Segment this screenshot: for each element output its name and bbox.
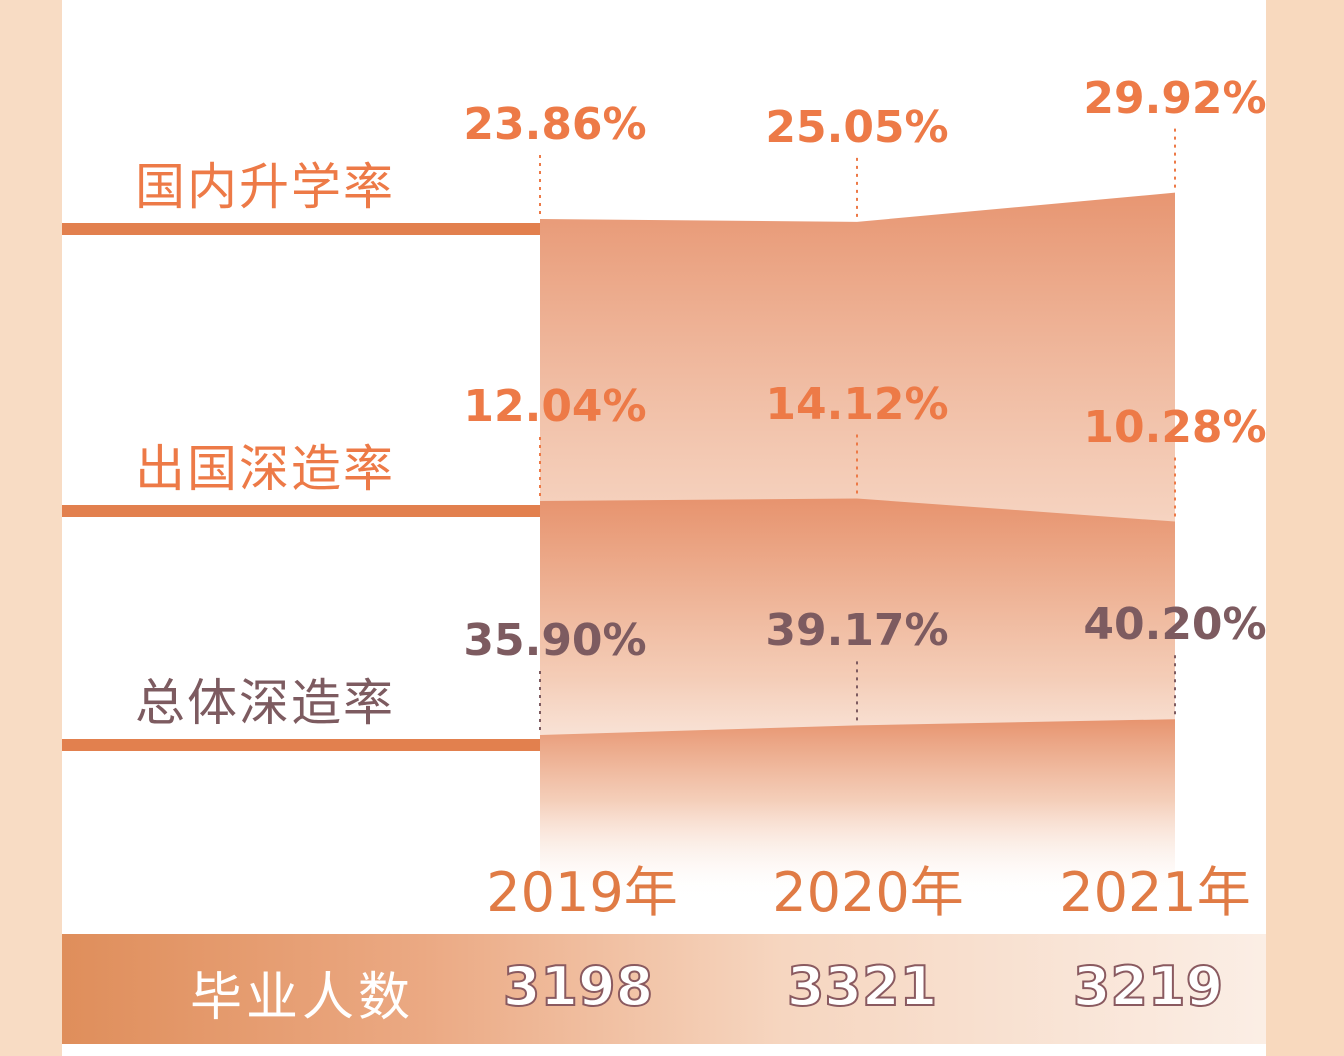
year-label-2: 2020年 <box>772 861 964 924</box>
series-label-2: 出国深造率 <box>135 440 395 498</box>
graduates-2019: 3198 <box>502 954 654 1019</box>
value-label-2-2: 14.12% <box>765 378 949 430</box>
right-margin <box>1266 0 1344 1056</box>
graduates-2021: 3219 <box>1072 954 1224 1019</box>
value-label-1-2: 25.05% <box>765 101 949 153</box>
graduates-label: 毕业人数 <box>190 968 415 1028</box>
value-label-3-2: 39.17% <box>765 605 949 657</box>
year-label-1: 2019年 <box>486 861 678 924</box>
series-label-1: 国内升学率 <box>135 158 395 216</box>
area-3 <box>540 719 1175 900</box>
value-label-3-1: 35.90% <box>463 615 647 666</box>
graduates-bar <box>62 934 1266 1044</box>
year-label-3: 2021年 <box>1059 861 1251 924</box>
series-label-3: 总体深造率 <box>135 674 395 732</box>
value-label-3-3: 40.20% <box>1083 599 1267 651</box>
value-label-1-1: 23.86% <box>463 99 647 150</box>
value-label-1-3: 29.92% <box>1083 72 1267 124</box>
value-label-2-3: 10.28% <box>1083 401 1267 453</box>
baseline-bar-1 <box>62 223 540 235</box>
graduates-2020: 3321 <box>786 954 938 1019</box>
value-label-2-1: 12.04% <box>463 381 647 432</box>
baseline-bar-3 <box>62 739 540 751</box>
baseline-bar-2 <box>62 505 540 517</box>
